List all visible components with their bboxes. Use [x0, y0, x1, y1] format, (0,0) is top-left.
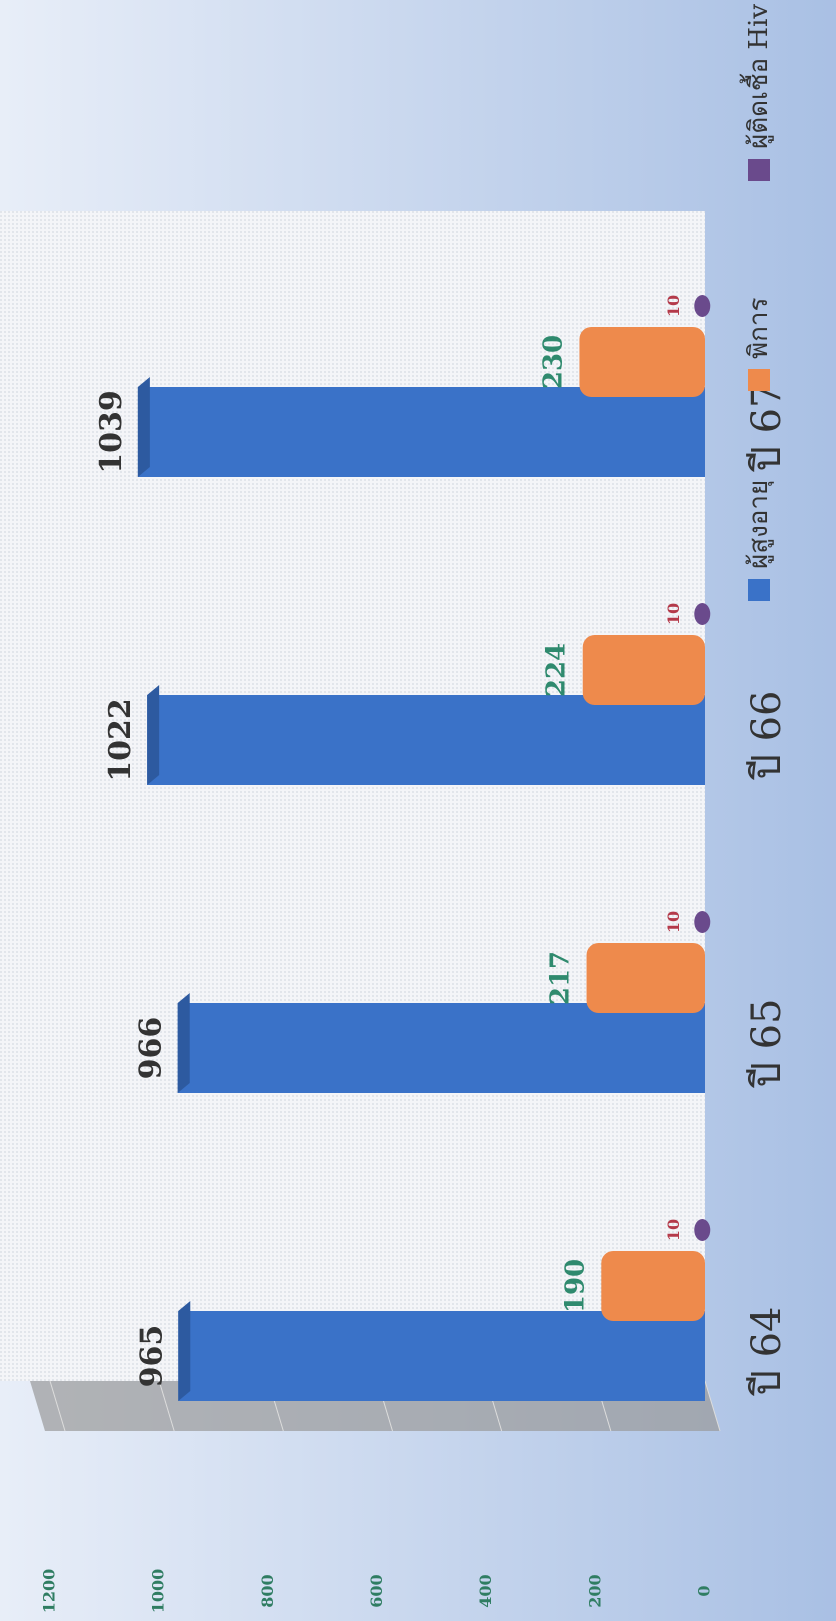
- bar: [582, 635, 706, 705]
- value-label: 1022: [103, 698, 138, 782]
- legend-label: ผู้ติดเชื้อ Hiv: [739, 4, 774, 149]
- plot-frame: 0 200 400 600 800 1000 1200 ปี 64 965 190 10 ปี 65 9…: [0, 4, 790, 1614]
- grid-line: [49, 1380, 66, 1432]
- grid-line: [158, 1380, 175, 1432]
- x-tick-label: ปี 64: [744, 1306, 790, 1396]
- value-label: 224: [542, 643, 572, 697]
- legend-swatch: [748, 579, 770, 601]
- bar: [694, 1219, 711, 1241]
- bar: [579, 327, 705, 397]
- y-tick-label: 200: [585, 1574, 604, 1607]
- bar-top: [177, 993, 190, 1093]
- bar-top: [178, 1301, 191, 1401]
- x-tick-label: ปี 66: [744, 690, 790, 780]
- value-label: 230: [538, 335, 568, 389]
- grid-line: [704, 1380, 721, 1432]
- bar: [147, 695, 706, 785]
- value-label: 190: [560, 1259, 590, 1313]
- bar: [137, 387, 706, 477]
- y-tick-label: 0: [695, 1585, 714, 1596]
- y-tick-label: 1200: [40, 1569, 59, 1614]
- legend-swatch: [748, 369, 770, 391]
- y-tick-label: 1000: [149, 1569, 168, 1614]
- x-tick-label: ปี 67: [744, 382, 790, 472]
- y-tick-label: 600: [367, 1574, 386, 1607]
- bar-top: [147, 685, 160, 785]
- value-label: 966: [134, 1017, 169, 1080]
- value-label: 1039: [94, 390, 129, 474]
- value-label: 965: [134, 1325, 169, 1388]
- bar: [694, 603, 711, 625]
- bar-top: [137, 377, 150, 477]
- legend-swatch: [748, 159, 770, 181]
- legend-label: พิการ: [744, 298, 774, 359]
- value-label: 10: [664, 295, 683, 317]
- y-tick-label: 400: [476, 1574, 495, 1607]
- bar: [694, 295, 711, 317]
- bar: [694, 911, 711, 933]
- value-label: 217: [546, 951, 576, 1005]
- x-tick-label: ปี 65: [744, 998, 790, 1088]
- value-label: 10: [664, 911, 683, 933]
- bar: [178, 1311, 706, 1401]
- bar: [586, 943, 705, 1013]
- y-tick-label: 800: [258, 1574, 277, 1607]
- bar: [177, 1003, 706, 1093]
- bar: [601, 1251, 706, 1321]
- legend-label: ผู้สูงอายุ: [744, 480, 774, 569]
- value-label: 10: [664, 1219, 683, 1241]
- value-label: 10: [664, 603, 683, 625]
